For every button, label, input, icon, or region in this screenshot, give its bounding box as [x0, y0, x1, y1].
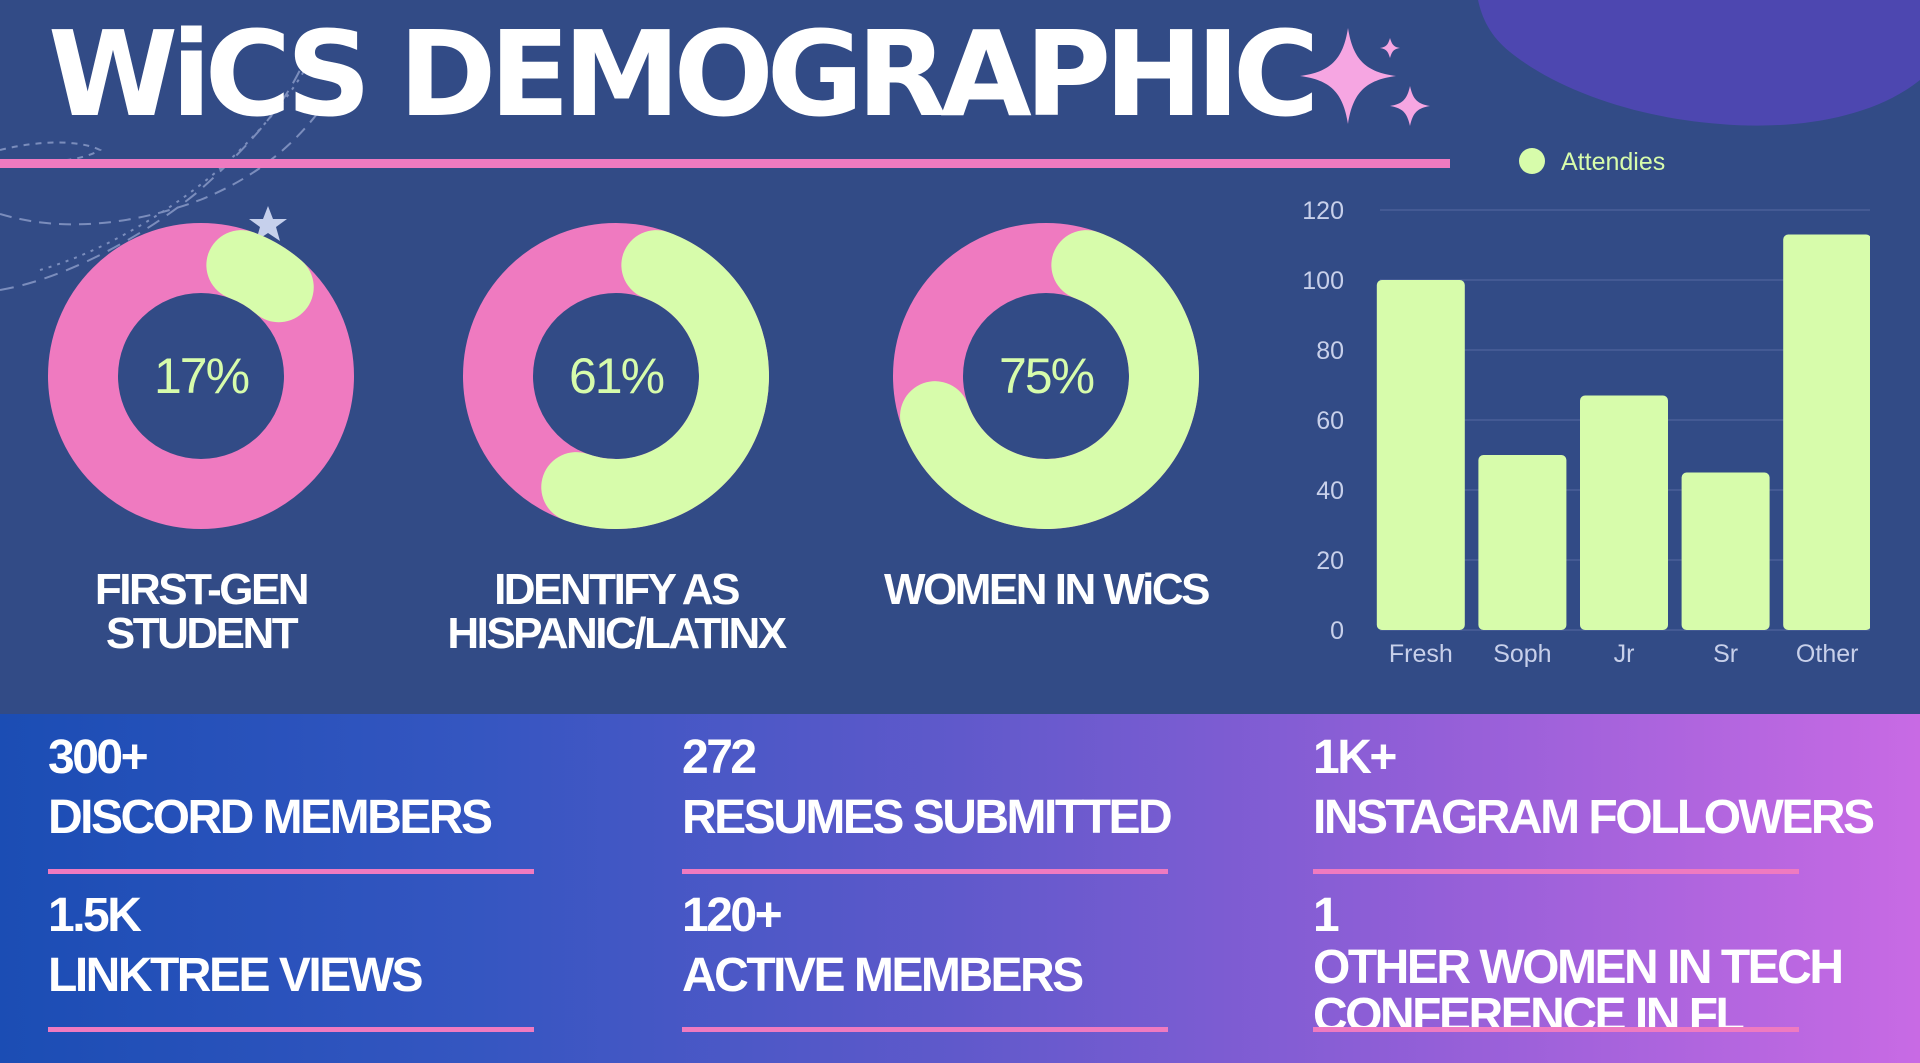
x-tick-label: Other: [1796, 640, 1859, 668]
stat-label: OTHER WOMEN IN TECH CONFERENCE IN FL: [1313, 941, 1844, 1042]
title-underline: [0, 159, 1450, 168]
x-tick-label: Fresh: [1389, 640, 1453, 668]
donut-value-arc: [48, 223, 354, 529]
x-tick-label: Soph: [1493, 640, 1551, 668]
y-tick-label: 80: [1316, 337, 1344, 365]
chart-x-axis: Fresh Soph Jr Sr Other: [1389, 640, 1859, 668]
chart-bars: [1376, 234, 1870, 630]
stat-number: 1.5K: [48, 889, 142, 942]
stat-number: 1: [1313, 889, 1340, 942]
donut-label-women: WOMEN IN WiCS: [836, 568, 1256, 612]
stat-discord: 300+ DISCORD MEMBERS: [48, 731, 493, 844]
stat-number: 120+: [682, 889, 783, 942]
stat-resumes: 272 RESUMES SUBMITTED: [682, 731, 1173, 844]
stat-divider: [682, 1027, 1168, 1032]
label-line: STUDENT: [105, 609, 299, 658]
y-tick-label: 120: [1302, 197, 1344, 225]
label-line: FIRST-GEN: [94, 565, 310, 614]
stat-divider: [682, 869, 1168, 874]
donut-label-hispanic: IDENTIFY AS HISPANIC/LATINX: [406, 568, 826, 656]
stat-divider: [1313, 869, 1799, 874]
label-line: HISPANIC/LATINX: [447, 609, 787, 658]
y-tick-label: 40: [1316, 477, 1344, 505]
x-tick-label: Jr: [1614, 640, 1635, 668]
donut-label-first-gen: FIRST-GEN STUDENT: [0, 568, 411, 656]
stat-conference: 1 OTHER WOMEN IN TECH CONFERENCE IN FL: [1313, 890, 1873, 1040]
stat-number: 272: [682, 731, 757, 784]
sparkle-small-icon: [1380, 38, 1400, 58]
bar-soph: [1478, 455, 1567, 630]
sparkle-large-icon: [1300, 28, 1396, 124]
stat-active-members: 120+ ACTIVE MEMBERS: [682, 889, 1084, 1002]
y-tick-label: 100: [1302, 267, 1344, 295]
donut-percent-first-gen: 17%: [153, 348, 250, 404]
bar-jr: [1580, 395, 1668, 630]
bar-sr: [1681, 472, 1770, 630]
stat-number: 300+: [48, 731, 149, 784]
y-tick-label: 20: [1316, 547, 1344, 575]
stat-divider: [1313, 1027, 1799, 1032]
donut-track: [48, 223, 354, 529]
donut-chart-first-gen: [48, 223, 354, 529]
donut-percent-hispanic: 61%: [568, 348, 665, 404]
label-line: WOMEN IN WiCS: [884, 565, 1210, 614]
y-tick-label: 60: [1316, 407, 1344, 435]
y-tick-label: 0: [1330, 617, 1344, 645]
donut-chart-hispanic: [463, 223, 769, 529]
donut-value-arc: [893, 223, 1199, 529]
donut-chart-women: [893, 223, 1199, 529]
page-title: WiCS DEMOGRAPHIC: [48, 5, 1320, 143]
label-line: IDENTIFY AS: [494, 565, 740, 614]
sparkle-medium-icon: [1390, 86, 1430, 126]
star-icon: [249, 206, 287, 241]
stat-number: 1K+: [1313, 731, 1397, 784]
chart-y-axis: 0 20 40 60 80 100 120: [1302, 197, 1344, 645]
bar-fresh: [1376, 280, 1465, 630]
bar-other: [1783, 234, 1870, 630]
stat-label: RESUMES SUBMITTED: [682, 791, 1173, 844]
orbit-lines: [0, 59, 321, 291]
x-tick-label: Sr: [1713, 640, 1738, 668]
stat-linktree: 1.5K LINKTREE VIEWS: [48, 889, 424, 1002]
stats-panel: 300+ DISCORD MEMBERS 272 RESUMES SUBMITT…: [0, 714, 1920, 1063]
donut-value-arc: [463, 223, 769, 529]
stat-divider: [48, 869, 534, 874]
stat-instagram: 1K+ INSTAGRAM FOLLOWERS: [1313, 731, 1875, 844]
stat-label: LINKTREE VIEWS: [48, 949, 424, 1002]
stat-label: INSTAGRAM FOLLOWERS: [1313, 791, 1875, 844]
donut-percent-women: 75%: [998, 348, 1095, 404]
legend-swatch: [1519, 148, 1545, 174]
stat-label: ACTIVE MEMBERS: [682, 949, 1084, 1002]
chart-legend: Attendies: [1519, 148, 1665, 176]
legend-label: Attendies: [1561, 148, 1665, 176]
stat-divider: [48, 1027, 534, 1032]
attendees-bar-chart: 0 20 40 60 80 100 120 Fresh Soph Jr Sr Other Atten…: [1302, 148, 1870, 668]
purple-blob-shape: [1478, 0, 1920, 126]
stat-label: DISCORD MEMBERS: [48, 791, 493, 844]
